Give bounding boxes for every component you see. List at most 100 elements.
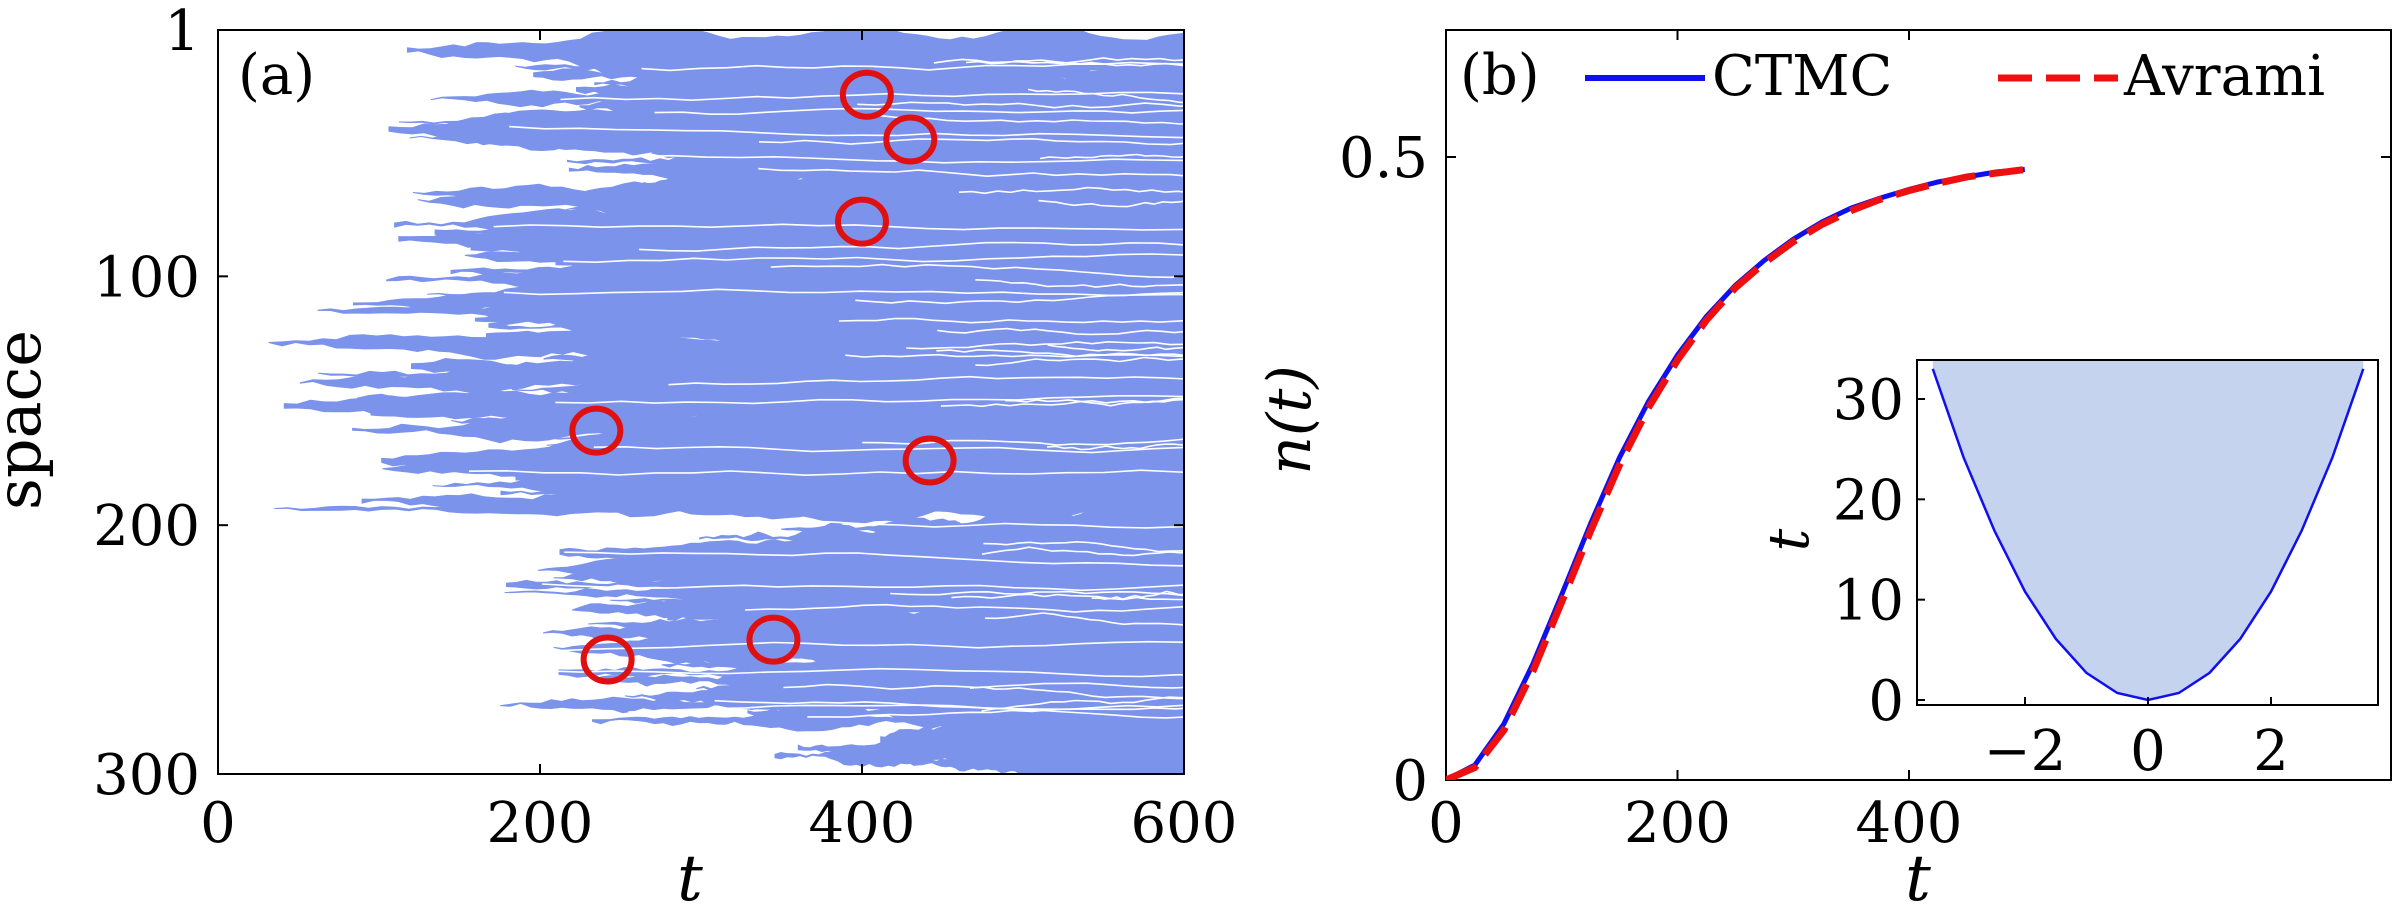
- domain-wall: [511, 518, 1184, 529]
- panel-b-label: (b): [1460, 43, 1540, 108]
- panel-a-label: (a): [238, 43, 315, 108]
- y-tick-label: 300: [93, 743, 200, 808]
- domain-wall: [1038, 199, 1184, 208]
- panel-a-ticks: 0 200 400 600 1 100 200 300: [93, 0, 1237, 856]
- panel-a: 0 200 400 600 1 100 200 300 (a) t space: [0, 0, 1237, 911]
- panel-b-ylabel: n(t): [1255, 365, 1325, 475]
- x-tick-label: 0: [200, 791, 236, 856]
- domain-wall: [468, 469, 1184, 477]
- domain-wall: [535, 640, 1184, 653]
- panel-b-xlabel: t: [1905, 842, 1931, 911]
- cluster-band: [895, 742, 1184, 774]
- domain-wall: [937, 327, 1184, 336]
- domain-wall: [906, 340, 1184, 350]
- legend-avrami-label: Avrami: [2123, 44, 2325, 109]
- nucleation-marker: [835, 196, 889, 247]
- inset-y-tick-label: 20: [1833, 468, 1904, 533]
- domain-wall: [936, 348, 1184, 358]
- domain-wall: [838, 317, 1184, 324]
- domain-wall: [467, 667, 1184, 678]
- domain-wall: [758, 167, 1184, 178]
- domain-wall: [770, 263, 1184, 279]
- y-tick-label: 0.5: [1339, 126, 1428, 191]
- x-tick-label: 400: [809, 791, 916, 856]
- nucleation-marker: [746, 614, 801, 665]
- nucleation-marker: [839, 69, 894, 120]
- domain-wall: [745, 603, 1184, 613]
- domain-wall: [593, 445, 1184, 454]
- domain-wall: [862, 438, 1184, 446]
- cluster-layer: [268, 30, 1184, 774]
- y-tick-label: 0: [1392, 749, 1428, 814]
- domain-wall: [1027, 88, 1184, 104]
- domain-wall: [933, 57, 1184, 65]
- domain-wall: [985, 612, 1184, 626]
- domain-wall: [564, 551, 1184, 567]
- legend-ctmc-label: CTMC: [1712, 44, 1892, 109]
- domain-wall: [641, 61, 1184, 72]
- domain-wall: [1005, 398, 1184, 407]
- x-tick-label: 200: [487, 791, 594, 856]
- domain-wall: [981, 696, 1184, 712]
- cluster-band: [495, 98, 1184, 132]
- x-tick-label: 400: [1856, 791, 1963, 856]
- panel-a-frame: [217, 29, 1185, 775]
- nucleation-marker: [580, 634, 635, 685]
- domain-wall: [951, 593, 1184, 601]
- domain-wall: [969, 686, 1184, 700]
- domain-wall: [1046, 443, 1184, 451]
- domain-wall: [857, 101, 1184, 109]
- domain-wall: [503, 288, 1184, 297]
- cluster-band: [274, 498, 1184, 520]
- legend: CTMC Avrami: [1585, 44, 2325, 109]
- cluster-band: [558, 661, 1184, 684]
- domain-wall: [714, 699, 1184, 719]
- y-tick-label: 1: [164, 0, 200, 64]
- y-tick-label: 200: [93, 494, 200, 559]
- y-tick-label: 100: [93, 245, 200, 310]
- domain-wall: [975, 356, 1184, 367]
- domain-wall: [1047, 344, 1184, 352]
- x-tick-label: 600: [1131, 791, 1238, 856]
- cluster-band: [536, 118, 1184, 173]
- domain-wall: [807, 707, 1184, 718]
- inset-ylabel: t: [1757, 528, 1822, 551]
- domain-wall: [555, 394, 1184, 405]
- domain-wall: [541, 583, 1184, 592]
- inset-y-tick-label: 30: [1833, 368, 1904, 433]
- inset-x-tick-label: 0: [2130, 719, 2166, 784]
- inset-x-tick-label: −2: [1984, 719, 2067, 784]
- nucleation-marker: [883, 114, 938, 165]
- x-tick-label: 200: [1624, 791, 1731, 856]
- nucleation-layer: [569, 69, 957, 685]
- cluster-band: [1017, 756, 1184, 774]
- nucleation-marker: [569, 405, 624, 456]
- domain-wall: [563, 253, 1184, 264]
- domain-wall: [1091, 590, 1184, 600]
- panel-a-ylabel: space: [0, 330, 55, 510]
- panel-a-xlabel: t: [677, 842, 703, 911]
- domain-wall: [975, 279, 1184, 288]
- domain-wall: [509, 125, 1184, 139]
- domain-wall: [639, 241, 1184, 252]
- domain-wall: [493, 223, 1184, 231]
- domain-wall: [654, 107, 1184, 116]
- x-tick-label: 0: [1428, 791, 1464, 856]
- domain-wall: [983, 540, 1184, 553]
- inset-y-tick-label: 10: [1833, 569, 1904, 634]
- series-avrami-line: [1446, 166, 2026, 780]
- inset-y-tick-label: 0: [1868, 669, 1904, 734]
- domain-wall: [890, 590, 1184, 597]
- domain-wall: [668, 375, 1184, 386]
- inset-x-tick-label: 2: [2253, 719, 2289, 784]
- domain-wall: [783, 682, 1184, 690]
- domain-wall: [536, 154, 1184, 164]
- domain-wall: [958, 186, 1184, 195]
- domain-wall: [758, 137, 1184, 146]
- domain-wall: [1039, 153, 1184, 160]
- nucleation-marker: [902, 435, 957, 486]
